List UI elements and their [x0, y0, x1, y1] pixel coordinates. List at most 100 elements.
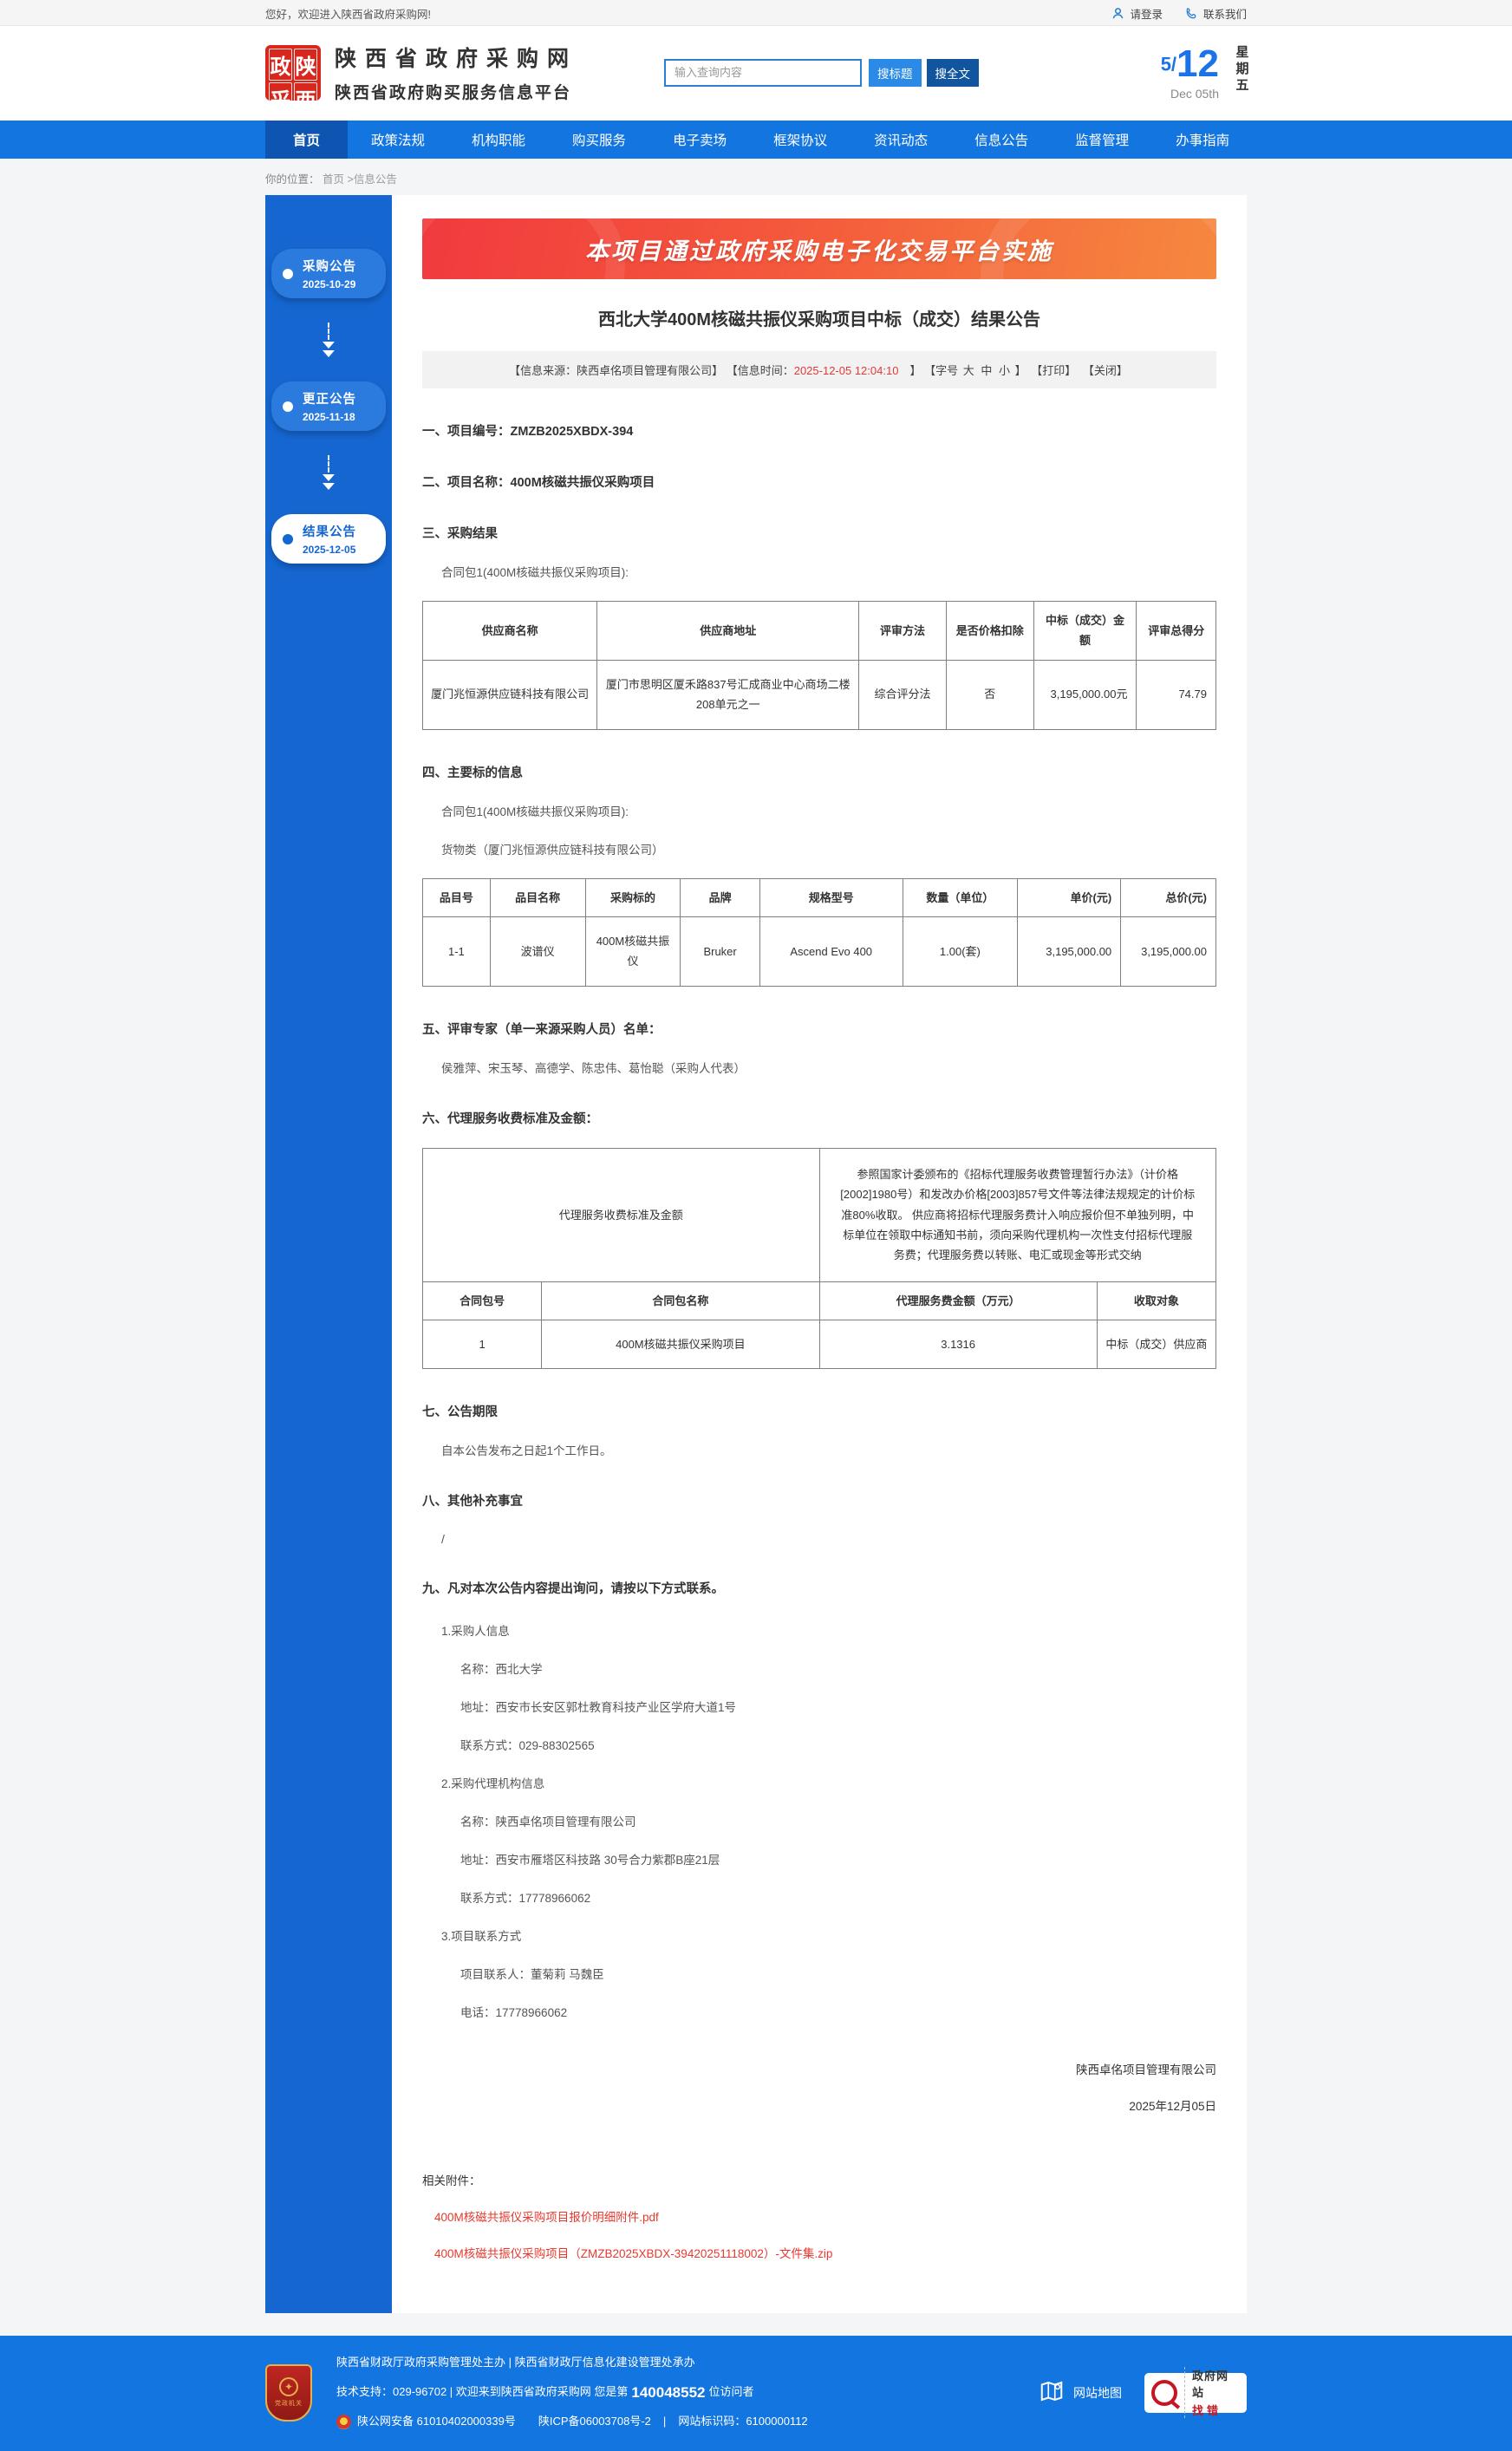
meta-time: 2025-12-05 12:04:10 — [793, 364, 899, 377]
topbar: 您好，欢迎进入陕西省政府采购网! 请登录 联系我们 — [0, 0, 1512, 26]
cell-supplier-address: 厦门市思明区厦禾路837号汇成商业中心商场二楼208单元之一 — [596, 659, 860, 730]
footer: ✦ 党政机关 陕西省财政厅政府采购管理处主办 | 陕西省财政厅信息化建设管理处承… — [0, 2336, 1512, 2451]
logo-char: 采 — [269, 81, 292, 114]
col-quantity: 数量（单位） — [902, 877, 1019, 917]
login-link[interactable]: 请登录 — [1111, 5, 1163, 22]
nav-item-supervision[interactable]: 监督管理 — [1075, 134, 1130, 148]
cell-package-name: 400M核磁共振仪采购项目 — [541, 1320, 820, 1370]
cell-package-no: 1 — [421, 1320, 543, 1370]
col-total-price: 总价(元) — [1120, 877, 1216, 917]
col-fee-payer: 收取对象 — [1096, 1281, 1217, 1321]
nav-item-e-market[interactable]: 电子卖场 — [673, 134, 727, 148]
main-nav: 首页 政策法规 机构职能 购买服务 电子卖场 框架协议 资讯动态 信息公告 监督… — [0, 121, 1512, 159]
meta-source: 【信息来源：陕西卓佲项目管理有限公司】 — [509, 364, 724, 377]
col-supplier-address: 供应商地址 — [596, 601, 860, 661]
announcement-content: 本项目通过政府采购电子化交易平台实施 西北大学400M核磁共振仪采购项目中标（成… — [392, 195, 1247, 2314]
magnifier-icon — [1151, 2379, 1177, 2406]
timeline-dot — [283, 401, 293, 412]
agency-name: 名称：陕西卓佲项目管理有限公司 — [460, 1815, 636, 1829]
search-input[interactable] — [664, 58, 863, 87]
col-model: 规格型号 — [759, 877, 903, 917]
header: 政 陕 采 西 陕西省政府采购网 陕西省政府购买服务信息平台 搜标题 搜全文 5… — [0, 26, 1512, 121]
meta-fontsize-close: 】 — [1014, 364, 1026, 377]
fontsize-large-button[interactable]: 大 — [962, 364, 974, 377]
cell-agency-fee-amount: 3.1316 — [818, 1320, 1098, 1370]
section4-note1: 合同包1(400M核磁共振仪采购项目): — [441, 805, 629, 818]
signature-date: 2025年12月05日 — [1129, 2100, 1216, 2114]
col-total-score: 评审总得分 — [1136, 601, 1216, 661]
visitor-count: 140048552 — [631, 2383, 706, 2401]
e-trading-banner: 本项目通过政府采购电子化交易平台实施 — [422, 218, 1216, 279]
sitemap-link[interactable]: 网站地图 — [1039, 2378, 1122, 2407]
cell-total-score: 74.79 — [1136, 659, 1216, 730]
nav-item-policies[interactable]: 政策法规 — [371, 134, 426, 148]
col-review-method: 评审方法 — [858, 601, 947, 661]
attachment-zip-link[interactable]: 400M核磁共振仪采购项目（ZMZB2025XBDX-3942025111800… — [434, 2247, 833, 2261]
contact-label: 联系我们 — [1202, 8, 1247, 21]
breadcrumb-home[interactable]: 首页 — [323, 173, 345, 186]
shield-label: 党政机关 — [275, 2401, 303, 2408]
cell-quantity: 1.00(套) — [902, 916, 1019, 987]
section4-note2: 货物类（厦门兆恒源供应链科技有限公司） — [441, 843, 664, 857]
attachments-section: 相关附件： 400M核磁共振仪采购项目报价明细附件.pdf 400M核磁共振仪采… — [422, 2171, 1216, 2261]
gov-site-error-report-badge[interactable]: 政府网站 找错 — [1144, 2367, 1247, 2419]
breadcrumb-current[interactable]: 信息公告 — [353, 173, 397, 186]
logo-char: 西 — [294, 81, 317, 114]
section2-heading: 二、项目名称：400M核磁共振仪采购项目 — [422, 476, 655, 490]
meta-fontsize-open: 【字号 — [924, 364, 959, 377]
timeline-dot — [283, 533, 293, 544]
nav-item-purchase-services[interactable]: 购买服务 — [572, 134, 627, 148]
timeline-date: 2025-10-29 — [303, 278, 356, 290]
welcome-text: 您好，欢迎进入陕西省政府采购网! — [265, 8, 431, 21]
footer-visitor-suffix: 位访问者 — [708, 2385, 754, 2399]
logo-char: 政 — [269, 48, 292, 81]
section8-note: / — [441, 1532, 445, 1547]
agency-address: 地址：西安市雁塔区科技路 30号合力紫郡B座21层 — [460, 1854, 720, 1868]
section5-heading: 五、评审专家（单一来源采购人员）名单： — [422, 1022, 662, 1037]
table-header-row: 合同包号 合同包名称 代理服务费金额（万元） 收取对象 — [421, 1281, 1217, 1321]
main-area: 采购公告 2025-10-29 更正公告 2025-11-18 结果公告 202… — [265, 195, 1247, 2314]
breadcrumb-label: 你的位置： — [265, 173, 320, 186]
icp-number[interactable]: 陕ICP备06003708号-2 — [538, 2415, 651, 2428]
banner-text: 本项目通过政府采购电子化交易平台实施 — [585, 238, 1053, 264]
close-button[interactable]: 【关闭】 — [1082, 364, 1128, 377]
contact-link[interactable]: 联系我们 — [1185, 5, 1247, 22]
nav-item-home[interactable]: 首页 — [265, 121, 349, 159]
section3-note: 合同包1(400M核磁共振仪采购项目): — [441, 566, 629, 579]
col-supplier-name: 供应商名称 — [421, 601, 598, 661]
nav-item-guide[interactable]: 办事指南 — [1176, 134, 1230, 148]
section3-heading: 三、采购结果 — [422, 527, 498, 541]
badge-line1: 政府网站 — [1192, 2370, 1229, 2400]
cell-fee-payer: 中标（成交）供应商 — [1096, 1320, 1217, 1370]
nav-item-news[interactable]: 资讯动态 — [874, 134, 929, 148]
table-header-row: 品目号 品目名称 采购标的 品牌 规格型号 数量（单位） 单价(元) 总价(元) — [422, 877, 1216, 917]
search-fulltext-button[interactable]: 搜全文 — [926, 58, 980, 87]
signature-block: 陕西卓佲项目管理有限公司 2025年12月05日 — [422, 2060, 1216, 2114]
fontsize-medium-button[interactable]: 中 — [981, 364, 993, 377]
col-procurement-subject: 采购标的 — [584, 877, 681, 917]
col-item-name: 品目名称 — [489, 877, 586, 917]
project-contact-phone: 电话：17778966062 — [460, 2006, 568, 2020]
nav-item-framework[interactable]: 框架协议 — [773, 134, 828, 148]
attachment-pdf-link[interactable]: 400M核磁共振仪采购项目报价明细附件.pdf — [434, 2211, 659, 2225]
section1-heading: 一、项目编号：ZMZB2025XBDX-394 — [422, 425, 634, 439]
beian-number[interactable]: 陕公网安备 61010402000339号 — [357, 2415, 516, 2428]
fontsize-small-button[interactable]: 小 — [999, 364, 1011, 377]
date-widget: 5/12 Dec 05th 星期五 — [1161, 44, 1249, 101]
search-title-button[interactable]: 搜标题 — [869, 58, 922, 87]
purchaser-name: 名称：西北大学 — [460, 1663, 543, 1677]
timeline-item-procurement-notice[interactable]: 采购公告 2025-10-29 — [271, 249, 386, 298]
print-button[interactable]: 【打印】 — [1031, 364, 1077, 377]
nav-item-announcements[interactable]: 信息公告 — [974, 134, 1029, 148]
cell-review-method: 综合评分法 — [858, 659, 947, 730]
nav-item-functions[interactable]: 机构职能 — [472, 134, 526, 148]
timeline-date: 2025-11-18 — [303, 411, 355, 423]
table-row: 1 400M核磁共振仪采购项目 3.1316 中标（成交）供应商 — [421, 1320, 1217, 1370]
timeline-item-result-notice[interactable]: 结果公告 2025-12-05 — [271, 514, 386, 564]
timeline-title: 采购公告 — [303, 260, 356, 274]
site-subtitle: 陕西省政府购买服务信息平台 — [335, 84, 572, 102]
sitemap-label: 网站地图 — [1073, 2385, 1122, 2400]
timeline-date: 2025-12-05 — [303, 544, 356, 556]
timeline-item-correction-notice[interactable]: 更正公告 2025-11-18 — [271, 381, 386, 431]
section7-note: 自本公告发布之日起1个工作日。 — [441, 1444, 612, 1458]
